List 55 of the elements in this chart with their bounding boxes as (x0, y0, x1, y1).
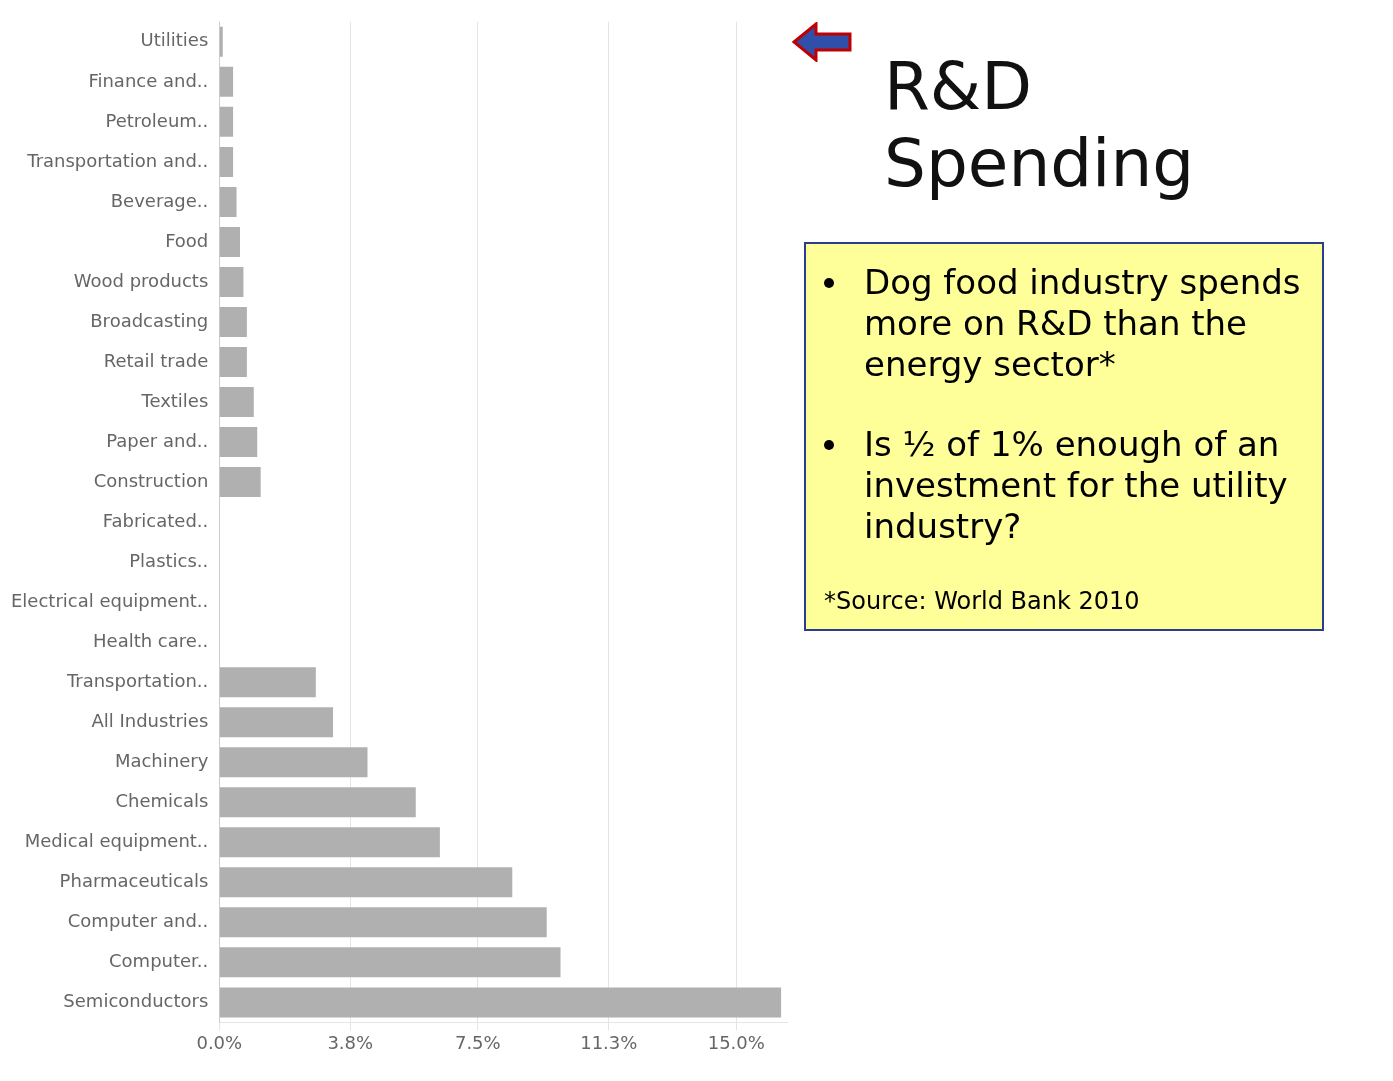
y-tick-label: Utilities (140, 29, 209, 51)
y-tick-label: Beverage.. (110, 189, 209, 211)
bar (219, 106, 234, 137)
bar (219, 186, 237, 217)
y-tick-label: Plastics.. (129, 549, 209, 571)
y-tick-label: Finance and.. (88, 69, 209, 91)
y-tick-label: Chemicals (115, 789, 209, 811)
bar (219, 226, 240, 257)
y-tick-label: Transportation.. (65, 669, 209, 691)
y-tick-label: Pharmaceuticals (59, 869, 209, 891)
bar (219, 987, 782, 1018)
y-tick-label: All Industries (91, 709, 209, 731)
bar (219, 26, 223, 57)
bar (219, 907, 547, 938)
y-tick-label: Health care.. (93, 629, 209, 651)
x-tick-label: 15.0% (707, 1031, 765, 1053)
text: Dog food industry spends more on R&D than the energy sector* (864, 262, 1302, 385)
y-tick-label: Petroleum.. (105, 109, 209, 131)
x-tick-label: 3.8% (327, 1031, 374, 1053)
x-tick-label: 7.5% (454, 1031, 501, 1053)
bar (219, 266, 244, 297)
y-tick-label: Computer.. (109, 950, 209, 972)
bar (219, 306, 247, 337)
text: R&D Spending (884, 48, 1196, 202)
y-tick-label: Construction (93, 469, 209, 491)
text: Is ½ of 1% enough of an investment for the utility industry? (864, 424, 1289, 547)
bar (219, 66, 234, 97)
bar (219, 867, 513, 898)
x-tick-label: 11.3% (580, 1031, 638, 1053)
y-tick-label: Wood products (73, 269, 209, 291)
bar (219, 427, 258, 458)
x-tick-label: 0.0% (196, 1031, 243, 1053)
bar (219, 387, 254, 418)
y-tick-label: Food (165, 229, 209, 251)
bar (219, 747, 368, 778)
y-tick-label: Transportation and.. (26, 149, 209, 171)
y-tick-label: Textiles (140, 389, 209, 411)
text: *Source: World Bank 2010 (824, 586, 1141, 615)
bar (219, 467, 261, 498)
y-tick-label: Medical equipment.. (24, 829, 209, 851)
y-tick-label: Electrical equipment.. (10, 589, 209, 611)
bar (219, 947, 561, 978)
y-tick-label: Fabricated.. (102, 509, 209, 531)
bar (219, 347, 247, 378)
bar (219, 146, 234, 177)
y-tick-label: Paper and.. (106, 429, 209, 451)
y-tick-label: Machinery (114, 749, 209, 771)
y-tick-label: Broadcasting (90, 309, 209, 331)
bar (219, 707, 334, 738)
y-tick-label: Semiconductors (63, 990, 209, 1012)
y-tick-label: Retail trade (103, 349, 209, 371)
bar (219, 787, 416, 818)
y-tick-label: Computer and.. (67, 910, 209, 932)
bar (219, 827, 440, 858)
bar (219, 667, 316, 698)
